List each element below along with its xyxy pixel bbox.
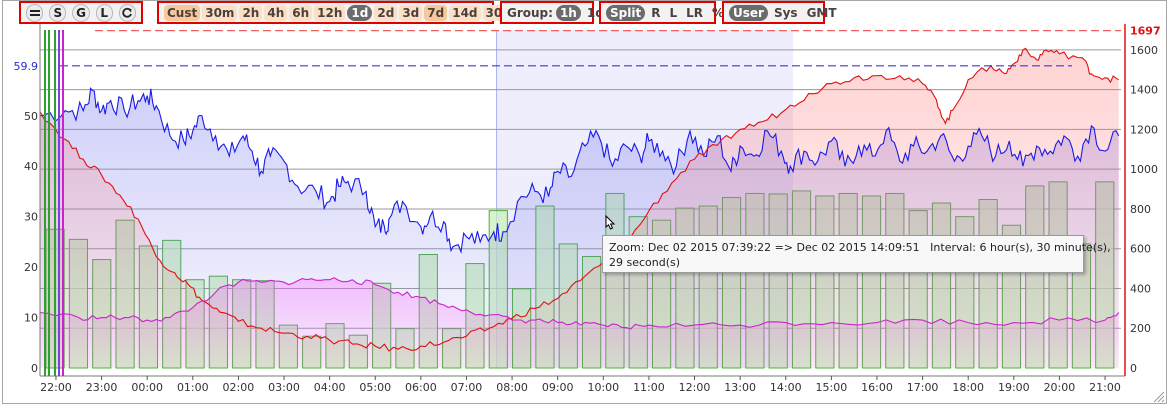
series-area bbox=[40, 277, 1119, 368]
x-tick-label: 03:00 bbox=[268, 381, 300, 394]
split-option-lr[interactable]: LR bbox=[686, 5, 703, 20]
split-toggle[interactable]: Split bbox=[606, 4, 646, 21]
split-option-percent[interactable]: % bbox=[712, 5, 725, 20]
range-option-12h[interactable]: 12h bbox=[314, 4, 346, 21]
series-line bbox=[39, 277, 1120, 330]
group-toolbar: Group: 1h 1d bbox=[500, 1, 604, 24]
y-right-tick-label: 400 bbox=[1130, 282, 1151, 295]
x-tick-label: 20:00 bbox=[1044, 381, 1076, 394]
y-left-tick-label: 10 bbox=[24, 312, 38, 325]
x-tick-label: 06:00 bbox=[405, 381, 437, 394]
y-left-tick-label: 30 bbox=[24, 211, 38, 224]
x-tick-label: 16:00 bbox=[861, 381, 893, 394]
view-button-g[interactable]: G bbox=[72, 3, 90, 22]
axes bbox=[39, 24, 1126, 377]
y-right-tick-label: 1200 bbox=[1130, 123, 1158, 136]
y-left-tick-label: 0 bbox=[31, 362, 38, 375]
range-option-cust[interactable]: Cust bbox=[164, 4, 201, 21]
x-tick-label: 19:00 bbox=[998, 381, 1030, 394]
range-option-2h[interactable]: 2h bbox=[239, 4, 263, 21]
x-tick-label: 05:00 bbox=[359, 381, 391, 394]
y-right-tick-label: 200 bbox=[1130, 322, 1151, 335]
x-tick-label: 09:00 bbox=[542, 381, 574, 394]
x-tick-label: 14:00 bbox=[770, 381, 802, 394]
x-tick-label: 15:00 bbox=[816, 381, 848, 394]
y-right-tick-label: 1600 bbox=[1130, 44, 1158, 57]
refresh-icon-glyph bbox=[122, 7, 133, 18]
range-option-4h[interactable]: 4h bbox=[264, 4, 288, 21]
view-button-l[interactable]: L bbox=[95, 3, 113, 22]
split-option-l[interactable]: L bbox=[669, 5, 678, 20]
view-button-s[interactable]: S bbox=[49, 3, 67, 22]
y-right-tick-label: 0 bbox=[1130, 362, 1137, 375]
y-right-tick-label: 600 bbox=[1130, 243, 1151, 256]
refresh-icon[interactable] bbox=[118, 3, 137, 22]
x-tick-label: 00:00 bbox=[131, 381, 163, 394]
view-toolbar: S G L bbox=[19, 1, 143, 24]
left-max-label: 59.9 bbox=[14, 60, 39, 73]
x-tick-label: 02:00 bbox=[223, 381, 255, 394]
zoom-tooltip: Zoom: Dec 02 2015 07:39:22 => Dec 02 201… bbox=[602, 235, 1111, 273]
x-tick-label: 07:00 bbox=[451, 381, 483, 394]
series-area bbox=[40, 48, 1119, 369]
x-tick-label: 01:00 bbox=[177, 381, 209, 394]
max-markers: 59.9 1697 bbox=[14, 25, 1161, 73]
range-option-3d[interactable]: 3d bbox=[399, 4, 423, 21]
x-tick-label: 04:00 bbox=[314, 381, 346, 394]
split-option-r[interactable]: R bbox=[651, 5, 661, 20]
right-max-label: 1697 bbox=[1130, 25, 1161, 38]
x-tick-label: 22:00 bbox=[40, 381, 72, 394]
x-tick-label: 18:00 bbox=[952, 381, 984, 394]
group-option-1h[interactable]: 1h bbox=[555, 4, 581, 21]
x-tick-label: 13:00 bbox=[724, 381, 756, 394]
cursor-icon bbox=[605, 214, 616, 230]
timezone-toolbar: User Sys GMT bbox=[722, 1, 837, 24]
y-right-tick-label: 800 bbox=[1130, 203, 1151, 216]
series-line bbox=[39, 86, 1120, 254]
tooltip-line-2: 29 second(s) bbox=[609, 256, 681, 269]
range-option-1d[interactable]: 1d bbox=[347, 4, 373, 21]
tooltip-line-1: Zoom: Dec 02 2015 07:39:22 => Dec 02 201… bbox=[609, 241, 1111, 254]
x-tick-label: 21:00 bbox=[1089, 381, 1121, 394]
range-option-2d[interactable]: 2d bbox=[374, 4, 398, 21]
group-label: Group: bbox=[507, 5, 553, 20]
x-tick-label: 10:00 bbox=[587, 381, 619, 394]
tz-option-sys[interactable]: Sys bbox=[773, 5, 798, 20]
menu-icon-glyph bbox=[29, 9, 40, 16]
y-right-tick-label: 1400 bbox=[1130, 84, 1158, 97]
range-toolbar: Cust30m2h4h6h12h1d2d3d7d14d30d31-60d bbox=[157, 0, 548, 27]
x-tick-label: 23:00 bbox=[86, 381, 118, 394]
range-option-30m[interactable]: 30m bbox=[202, 4, 238, 21]
range-option-14d[interactable]: 14d bbox=[449, 4, 481, 21]
tz-option-user[interactable]: User bbox=[729, 4, 768, 21]
x-tick-label: 17:00 bbox=[907, 381, 939, 394]
y-left-tick-label: 20 bbox=[24, 261, 38, 274]
split-toolbar: Split R L LR % bbox=[599, 1, 724, 24]
x-tick-label: 12:00 bbox=[679, 381, 711, 394]
tick-labels: 0 10 20 30 40 50 0 200 400 600 800 1000 1200 1400 1600… bbox=[24, 44, 1158, 394]
y-right-tick-label: 1000 bbox=[1130, 163, 1158, 176]
range-option-6h[interactable]: 6h bbox=[289, 4, 313, 21]
tz-option-gmt[interactable]: GMT bbox=[806, 5, 837, 20]
x-tick-label: 11:00 bbox=[633, 381, 665, 394]
x-tick-label: 08:00 bbox=[496, 381, 528, 394]
y-left-tick-label: 40 bbox=[24, 160, 38, 173]
resize-grip-icon[interactable] bbox=[1153, 391, 1165, 403]
range-option-7d[interactable]: 7d bbox=[424, 4, 448, 21]
menu-icon[interactable] bbox=[26, 3, 44, 22]
y-left-tick-label: 50 bbox=[24, 110, 38, 123]
